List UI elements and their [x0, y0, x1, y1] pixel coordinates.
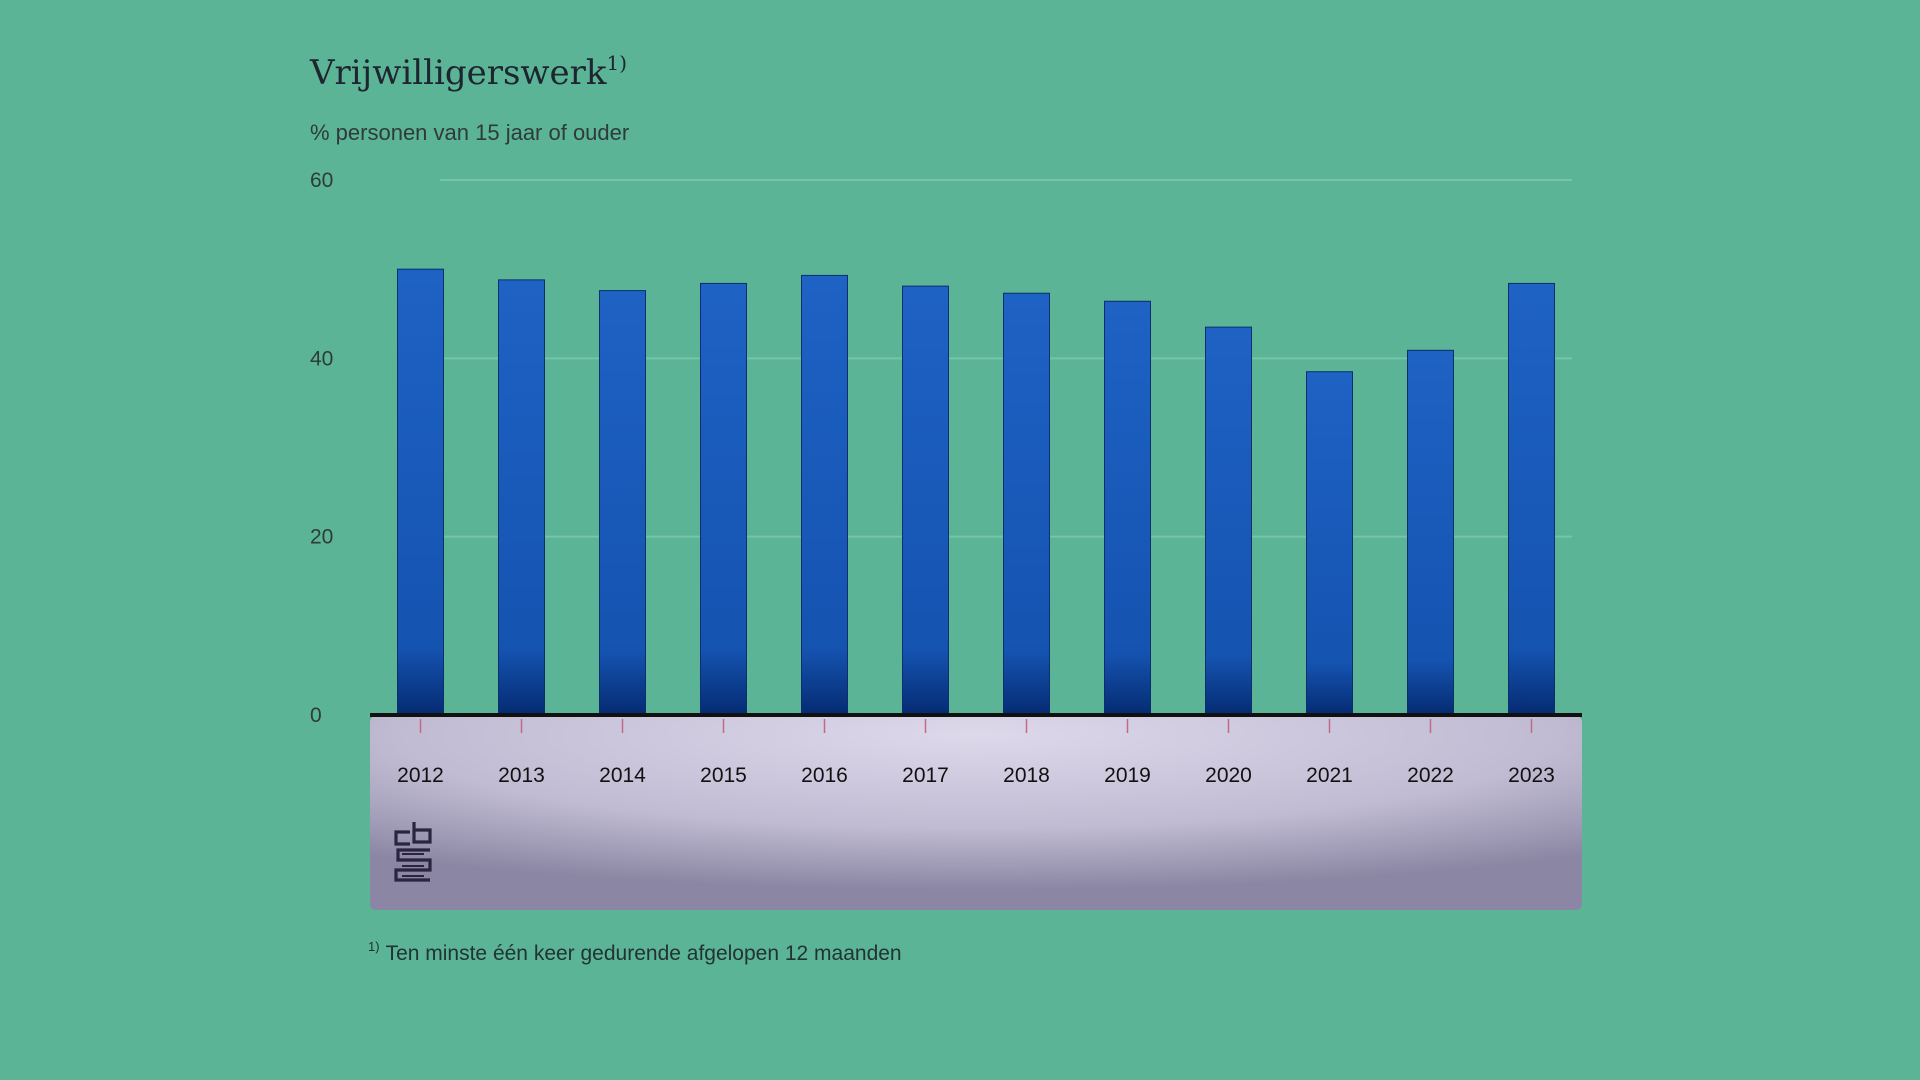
- x-tick-label: 2014: [599, 764, 646, 787]
- chart-subtitle: % personen van 15 jaar of ouder: [310, 120, 629, 145]
- x-axis-ticks: 2012 2013 2014 2015 2016 2017 2018 2019 2020 2021…: [397, 719, 1555, 787]
- y-tick-label: 40: [310, 347, 333, 370]
- cbs-logo: cbs: [394, 822, 432, 882]
- bars: [397, 268, 1555, 716]
- bar-2016: [801, 274, 848, 716]
- title-superscript: 1): [607, 51, 628, 75]
- y-axis-ticks: 0 20 40 60: [310, 169, 333, 727]
- bar-2012: [397, 268, 444, 716]
- x-tick-label: 2016: [801, 764, 848, 787]
- y-tick-label: 60: [310, 169, 333, 192]
- bar-2015: [700, 282, 747, 716]
- x-tick-label: 2018: [1003, 764, 1050, 787]
- bar-2022: [1407, 349, 1454, 716]
- bar-2017: [902, 285, 949, 716]
- x-tick-label: 2023: [1508, 764, 1555, 787]
- bar-2013: [498, 279, 545, 716]
- x-tick-label: 2017: [902, 764, 949, 787]
- bar-2023: [1508, 282, 1555, 716]
- footnote: 1) Ten minste één keer gedurende afgelope…: [368, 939, 902, 965]
- x-tick-label: 2012: [397, 764, 444, 787]
- y-tick-label: 0: [310, 704, 322, 727]
- x-tick-label: 2019: [1104, 764, 1151, 787]
- x-tick-label: 2013: [498, 764, 545, 787]
- chart-title: Vrijwilligerswerk1): [309, 51, 627, 93]
- x-tick-label: 2022: [1407, 764, 1454, 787]
- bar-2014: [599, 290, 646, 716]
- bar-2019: [1104, 300, 1151, 716]
- footnote-text: Ten minste één keer gedurende afgelopen …: [386, 942, 902, 965]
- y-tick-label: 20: [310, 526, 333, 549]
- bar-2018: [1003, 292, 1050, 716]
- bar-2020: [1205, 326, 1252, 716]
- x-tick-label: 2020: [1205, 764, 1252, 787]
- x-tick-label: 2015: [700, 764, 747, 787]
- x-tick-label: 2021: [1306, 764, 1353, 787]
- x-axis-band: [370, 716, 1582, 910]
- footnote-marker: 1): [368, 939, 380, 954]
- bar-2021: [1306, 371, 1353, 716]
